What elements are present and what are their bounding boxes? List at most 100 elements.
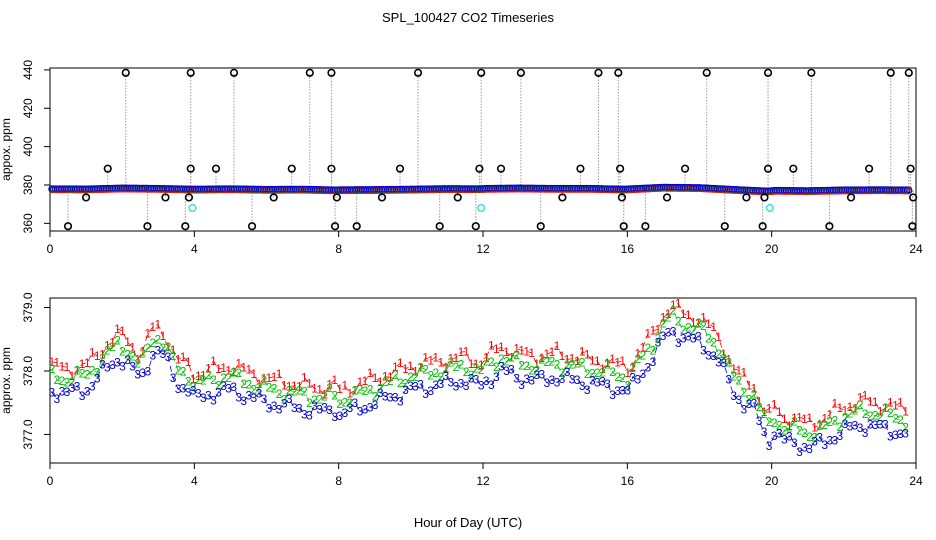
outlier-point-mid [906,164,915,173]
series-2-point: 2 [488,355,495,369]
series-3-point: 3 [544,376,551,390]
series-2-point: 2 [877,410,884,424]
series-2-point: 2 [69,375,76,389]
top-y-tick-label: 380 [21,175,35,195]
outlier-point-mid [496,164,506,173]
series-1-point: 1 [852,402,859,416]
series-1-point: 1 [619,354,626,368]
outlier-point-high [305,68,314,77]
series-1-point: 1 [872,395,879,409]
series-3-point: 3 [634,372,641,386]
outlier-point-low [619,222,628,231]
series-1-point: 1 [776,405,783,419]
outlier-point-low [352,222,361,231]
series-2-point: 2 [377,382,384,396]
series-3-point: 3 [427,384,434,398]
top-x-tick-label: 8 [335,242,342,256]
series-2-point: 2 [382,375,389,389]
series-1-point: 1 [357,375,364,389]
outlier-point-dip [269,193,278,202]
series-3-point: 3 [155,343,162,357]
series-3-point: 3 [735,393,742,407]
top-x-tick-label: 16 [621,242,635,256]
outlier-point-mid [327,164,336,173]
outlier-point-mid [680,164,690,173]
series-1-point: 1 [392,360,399,374]
outlier-point-dip [81,193,91,202]
series-2-point: 2 [251,382,258,396]
outlier-point-high [763,68,773,77]
series-1-point: 1 [816,417,823,431]
series-3-point: 3 [538,367,545,381]
outlier-point-mid [789,164,798,173]
series-3-point: 3 [604,377,611,391]
series-1-point: 1 [463,345,470,359]
series-1-point: 1 [235,356,242,370]
series-2-point: 2 [584,367,591,381]
x-axis-label: Hour of Day (UTC) [414,515,522,530]
series-1-point: 1 [493,342,500,356]
series-1-point: 1 [301,371,308,385]
series-1-point: 1 [195,369,202,383]
series-1-point: 1 [791,411,798,425]
bottom-y-tick-label: 377.0 [21,419,35,449]
series-3-point: 3 [336,409,343,423]
series-3-point: 3 [367,401,374,415]
series-3-point: 3 [458,376,465,390]
bottom-x-tick-label: 0 [47,474,54,488]
series-1-point: 1 [781,412,788,426]
series-2-point: 2 [700,319,707,333]
series-1-point: 1 [821,412,828,426]
series-3-point: 3 [826,434,833,448]
series-2-point: 2 [826,415,833,429]
outlier-point-high [229,68,239,77]
series-1-line [51,302,906,429]
outlier-point-low [435,222,444,231]
outlier-point-low [471,222,480,231]
series-2-point: 2 [89,364,96,378]
series-3-point: 3 [407,379,414,393]
outlier-point-high [327,68,336,77]
baseline-point-blue [905,186,913,194]
series-1-point: 1 [372,371,379,385]
outlier-point-dip [662,193,672,202]
series-3-point: 3 [352,396,359,410]
outlier-point-low [758,222,767,231]
outlier-point-dip [846,193,856,202]
top-plot-frame [49,67,917,232]
top-y-tick-label: 360 [21,213,35,233]
series-3-point: 3 [705,349,712,363]
bottom-y-tick-label: 378.0 [21,356,35,386]
series-1-point: 1 [387,370,394,384]
series-3-point: 3 [54,392,61,406]
series-3-point: 3 [574,373,581,387]
series-2-point: 2 [468,368,475,382]
outlier-point-mid [287,164,296,173]
outlier-point-dip [909,193,918,202]
outlier-point-mid [103,164,112,173]
series-1-point: 1 [655,322,662,336]
series-1-point: 1 [660,311,667,325]
series-1-point: 1 [139,344,146,358]
series-1-point: 1 [185,355,192,369]
series-3-point: 3 [751,396,758,410]
series-2-point: 2 [245,377,252,391]
series-3-point: 3 [59,384,66,398]
series-1-point: 1 [129,341,136,355]
series-1-point: 1 [705,317,712,331]
outlier-point-low [720,222,729,231]
series-2-point: 2 [296,383,303,397]
top-x-tick-label: 4 [191,242,198,256]
series-1-point: 1 [523,344,530,358]
top-x-tick-label: 12 [476,242,490,256]
series-1-point: 1 [230,365,237,379]
series-3-point: 3 [210,393,217,407]
series-1-point: 1 [690,315,697,329]
outlier-point-high [904,68,913,77]
series-1-point: 1 [220,361,227,375]
outlier-point-mid [186,164,195,173]
outlier-point-dip [184,193,194,202]
bottom-x-tick-label: 8 [335,474,342,488]
series-1-point: 1 [786,419,793,433]
